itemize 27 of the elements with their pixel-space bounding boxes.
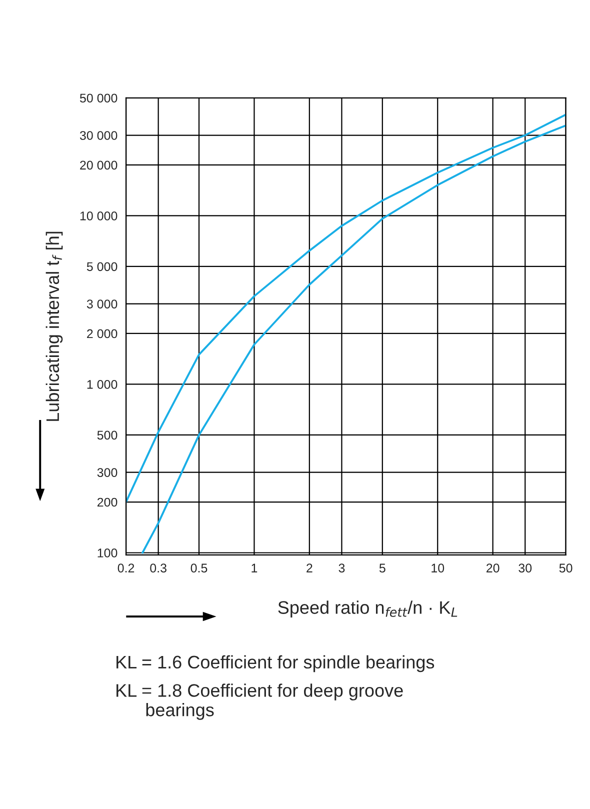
y-tick-label: 3 000: [86, 300, 118, 308]
y-axis-title: Lubricating interval t$_{f}$ [h]: [46, 232, 63, 421]
y-tick-label: 10 000: [80, 211, 118, 220]
y-tick-label: 5 000: [86, 262, 118, 272]
text: KL = 1.6 Coefficient for spindle bearings: [116, 655, 434, 672]
y-tick-label: 30 000: [80, 131, 118, 140]
x-tick-label: 30: [518, 564, 532, 572]
y-tick-label: 100: [98, 548, 118, 558]
y-tick-label: 2 000: [87, 329, 118, 338]
x-tick-label: 3: [338, 564, 345, 572]
y-tick-label: 20 000: [80, 160, 118, 170]
x-tick-label: 5: [379, 564, 386, 572]
x-tick-label: 10: [432, 564, 444, 572]
x-tick-label: 2: [306, 564, 312, 572]
x-tick-label: 0.5: [190, 564, 208, 572]
x-tick-label: 50: [559, 564, 572, 572]
y-tick-label: 1 000: [87, 380, 118, 389]
x-tick-label: 0.3: [150, 564, 166, 572]
text: KL = 1.8 Coefficient for deep groove bearings: [116, 684, 403, 720]
y-tick-label: 200: [97, 498, 118, 507]
x-tick-label: 0.2: [118, 564, 134, 572]
x-tick-label: 20: [486, 564, 500, 572]
y-tick-label: 50 000: [80, 94, 118, 103]
y-tick-label: 300: [97, 468, 118, 477]
x-axis-title: Speed ratio n$_{fett}$/n · K$_{L}$: [278, 600, 458, 618]
y-tick-label: 500: [97, 430, 118, 440]
x-tick-label: 1: [252, 564, 258, 572]
